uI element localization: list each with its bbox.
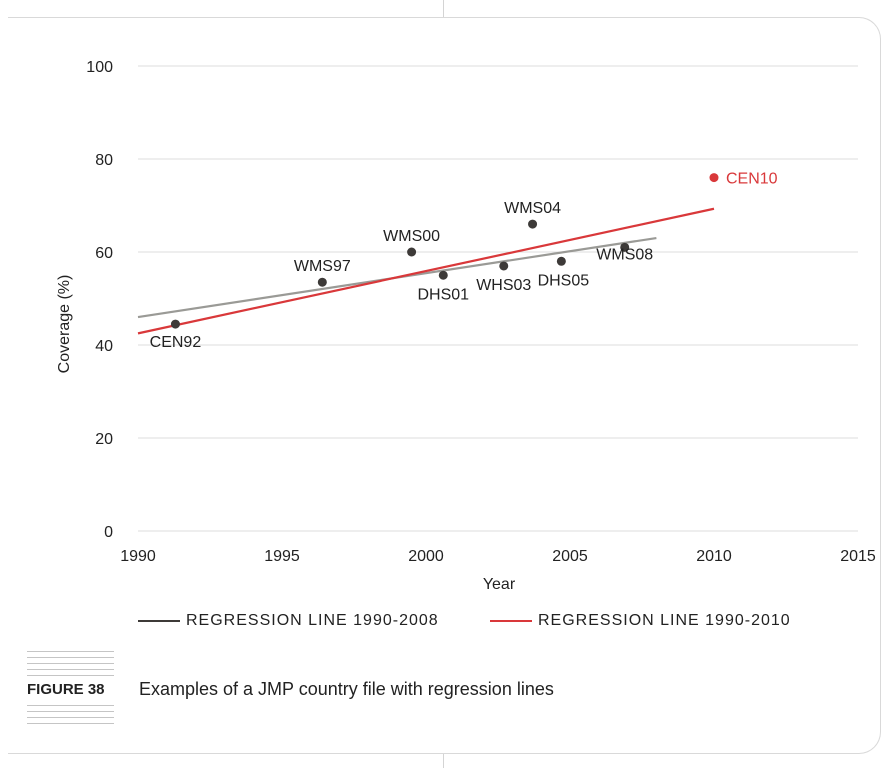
data-label-cen10: CEN10 bbox=[726, 171, 778, 188]
data-point-dhs05 bbox=[556, 256, 566, 266]
data-label-dhs05: DHS05 bbox=[538, 272, 590, 289]
y-tick-label-80: 80 bbox=[95, 152, 113, 169]
data-point-cen92 bbox=[170, 319, 180, 329]
x-tick-label-1995: 1995 bbox=[264, 548, 300, 565]
scatter-chart: 0 20 40 60 80 100 1990 1995 2000 2005 2010 2015 CE… bbox=[56, 59, 876, 593]
data-label-dhs01: DHS01 bbox=[417, 286, 469, 303]
data-label-wms08: WMS08 bbox=[596, 246, 653, 263]
legend-item-2008: REGRESSION LINE 1990-2008 bbox=[138, 612, 439, 630]
data-point-wms97 bbox=[317, 277, 327, 287]
grid-lines bbox=[138, 65, 858, 532]
legend-label-2010: REGRESSION LINE 1990-2010 bbox=[538, 612, 791, 629]
data-label-wms04: WMS04 bbox=[504, 200, 561, 217]
data-label-cen92: CEN92 bbox=[150, 334, 202, 351]
data-point-whs03 bbox=[499, 261, 509, 271]
data-points: CEN92 WMS97 WMS00 DHS01 WHS03 WMS04 DHS05 WMS08… bbox=[150, 171, 778, 351]
data-label-wms00: WMS00 bbox=[383, 228, 440, 245]
y-tick-label-0: 0 bbox=[104, 524, 113, 541]
legend-swatch-2010 bbox=[490, 620, 532, 622]
y-tick-label-60: 60 bbox=[95, 245, 113, 262]
figure-tag: FIGURE 38 bbox=[27, 651, 114, 727]
data-label-whs03: WHS03 bbox=[476, 277, 531, 294]
figure-panel bbox=[8, 17, 881, 754]
data-point-wms04 bbox=[528, 219, 538, 229]
x-tick-labels: 1990 1995 2000 2005 2010 2015 bbox=[120, 548, 876, 565]
x-tick-label-2015: 2015 bbox=[840, 548, 876, 565]
y-tick-label-40: 40 bbox=[95, 338, 113, 355]
bottom-divider bbox=[443, 752, 444, 768]
x-tick-label-2000: 2000 bbox=[408, 548, 444, 565]
data-point-wms00 bbox=[407, 247, 417, 257]
top-divider bbox=[443, 0, 444, 17]
y-axis-title: Coverage (%) bbox=[56, 275, 73, 374]
legend: REGRESSION LINE 1990-2008 REGRESSION LIN… bbox=[138, 612, 858, 632]
legend-label-2008: REGRESSION LINE 1990-2008 bbox=[186, 612, 439, 629]
legend-item-2010: REGRESSION LINE 1990-2010 bbox=[490, 612, 791, 630]
regression-line-1 bbox=[137, 207, 715, 335]
y-tick-labels: 0 20 40 60 80 100 bbox=[86, 59, 113, 541]
y-tick-label-100: 100 bbox=[86, 59, 113, 76]
data-point-wms08 bbox=[620, 242, 630, 252]
data-label-wms97: WMS97 bbox=[294, 258, 351, 275]
regression-lines bbox=[137, 207, 715, 335]
figure-caption: Examples of a JMP country file with regr… bbox=[139, 679, 554, 699]
y-tick-label-20: 20 bbox=[95, 431, 113, 448]
x-tick-label-1990: 1990 bbox=[120, 548, 156, 565]
legend-swatch-2008 bbox=[138, 620, 180, 622]
data-point-cen10 bbox=[709, 173, 719, 183]
x-tick-label-2010: 2010 bbox=[696, 548, 732, 565]
x-axis-title: Year bbox=[483, 576, 516, 593]
figure-label: FIGURE 38 bbox=[27, 680, 114, 699]
data-point-dhs01 bbox=[438, 270, 448, 280]
x-tick-label-2005: 2005 bbox=[552, 548, 588, 565]
